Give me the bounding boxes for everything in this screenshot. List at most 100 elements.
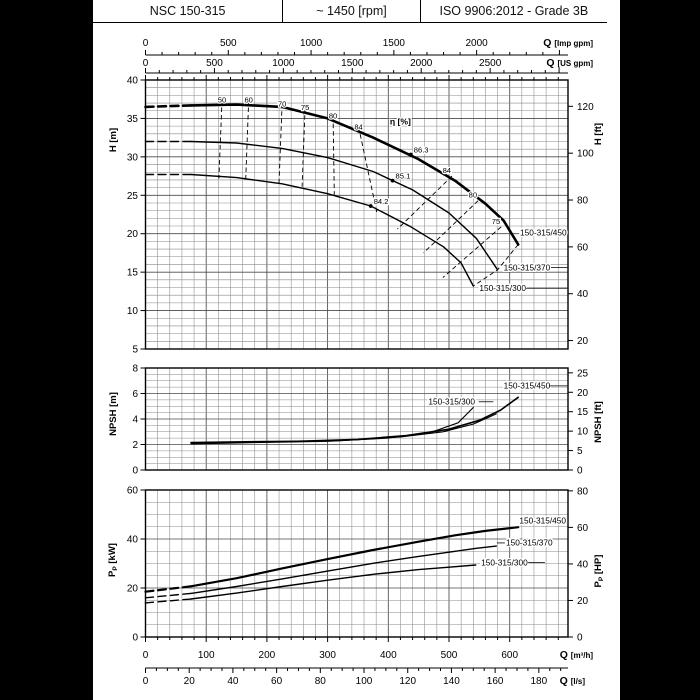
x-tick-label: 1000 [272,58,295,69]
y-tick-label: 30 [127,152,139,163]
efficiency-label: 70 [278,99,286,108]
axis-unit-label: H [m] [108,128,119,152]
x-tick-label: 200 [259,650,276,661]
curve-150-315/300 [144,598,192,604]
curve-150-315/450 [189,103,520,246]
x-tick-label: 60 [271,676,283,687]
header-cell-speed: ~ 1450 [rpm] [282,0,419,22]
y-tick-label: 100 [577,149,594,160]
curve-150-315/300 [190,173,474,287]
y-tick-label: 0 [577,633,583,644]
efficiency-label: 75 [492,217,500,226]
x-tick-label: 160 [487,676,504,687]
x-tick-label: 2500 [479,58,502,69]
y-tick-label: 80 [577,486,589,497]
pump-model: NSC 150-315 [149,4,226,18]
efficiency-label: 80 [329,112,337,121]
x-tick-label: 40 [227,676,239,687]
curve-150-315/450 [144,585,193,593]
datasheet-page [93,0,620,700]
x-tick-label: 500 [206,58,223,69]
curve-label: 150-315/300 [428,397,475,407]
y-tick-label: 20 [577,336,589,347]
x-tick-label: 100 [198,650,215,661]
curve-label: 150-315/450 [519,516,566,526]
y-tick-label: 40 [577,289,589,300]
y-tick-label: 35 [127,114,139,125]
x-tick-label: 0 [143,38,149,49]
flow-unit-label: Q [l/s] [560,675,586,687]
y-tick-label: 60 [577,242,589,253]
flow-unit-label: Q [US gpm] [546,57,593,69]
curve-label: 150-315/300 [481,557,528,567]
axis-unit-label: PP [HP] [593,555,605,588]
y-tick-label: 0 [577,466,583,477]
y-tick-label: 20 [577,388,589,399]
y-tick-label: 40 [127,535,139,546]
y-tick-label: 60 [577,523,589,534]
y-tick-label: 15 [577,407,589,418]
curve-150-315/450 [189,526,520,588]
efficiency-label: 84 [443,166,451,175]
efficiency-label: 50 [218,95,226,104]
y-tick-label: 40 [127,76,139,87]
y-tick-label: 2 [132,440,138,451]
bep-efficiency-label: 85.1 [396,172,411,181]
efficiency-label: 60 [244,95,252,104]
y-tick-label: 120 [577,102,594,113]
curve-150-315/450 [144,104,193,109]
x-tick-label: 80 [315,676,327,687]
x-tick-label: 0 [143,650,149,661]
curve-label: 150-315/370 [504,262,551,272]
y-tick-label: 10 [127,306,139,317]
bep-efficiency-label: 86.3 [414,146,429,155]
power-chart: 60 40 20 0 80 60 40 20 0 PP [kW] PP [HP] 150-315/45… [107,486,605,644]
y-tick-label: 0 [132,466,138,477]
y-tick-label: 5 [577,446,583,457]
y-tick-label: 25 [577,368,589,379]
x-tick-label: 0 [143,58,149,69]
bep-efficiency-label: 84.2 [374,197,389,206]
y-tick-label: 40 [577,559,589,570]
curve-label: 150-315/450 [504,381,551,391]
y-tick-label: 0 [132,633,138,644]
curve-150-315/370 [190,140,499,271]
curve-label: 150-315/370 [506,538,553,548]
y-tick-label: 5 [132,345,138,356]
header-cell-standard: ISO 9906:2012 - Grade 3B [419,0,607,22]
head-chart: 40 35 30 25 20 15 10 5 120 100 80 60 40 20 H [m] H [ft]… [108,75,604,356]
x-tick-label: 1000 [300,38,323,49]
x-tick-label: 500 [220,38,237,49]
flow-unit-label: Q [Imp gpm] [543,37,593,49]
x-tick-label: 300 [319,650,336,661]
y-tick-label: 60 [127,486,139,497]
x-tick-label: 180 [530,676,547,687]
y-tick-label: 20 [127,584,139,595]
x-tick-label: 500 [441,650,458,661]
efficiency-axis-label: η [%] [390,117,411,127]
header-table: NSC 150-315 ~ 1450 [rpm] ISO 9906:2012 -… [93,0,607,23]
efficiency-lines: 50 60 70 75 80 84 84 80 75 η [%] 86.3 85.1 84.2 [216,94,519,287]
x-tick-label: 2000 [466,38,489,49]
x-tick-label: 120 [399,676,416,687]
x-tick-label: 100 [356,676,373,687]
pump-speed: ~ 1450 [rpm] [316,4,387,18]
x-tick-label: 400 [380,650,397,661]
y-tick-label: 10 [577,427,589,438]
x-tick-label: 1500 [383,38,406,49]
y-tick-label: 4 [132,415,138,426]
axis-unit-label: NPSH [m] [108,392,119,436]
y-tick-label: 20 [127,229,139,240]
test-standard: ISO 9906:2012 - Grade 3B [439,4,589,18]
y-tick-label: 80 [577,196,589,207]
y-tick-label: 20 [577,596,589,607]
flow-rulers: 0 500 1000 1500 2000 Q [Imp gpm] 0 500 1000 1500 2… [143,37,593,74]
y-tick-label: 6 [132,389,138,400]
efficiency-label: 80 [469,191,477,200]
curve-150-315/300 [190,564,477,600]
axis-unit-label: H [ft] [593,123,604,145]
axis-unit-label: PP [kW] [107,543,119,577]
